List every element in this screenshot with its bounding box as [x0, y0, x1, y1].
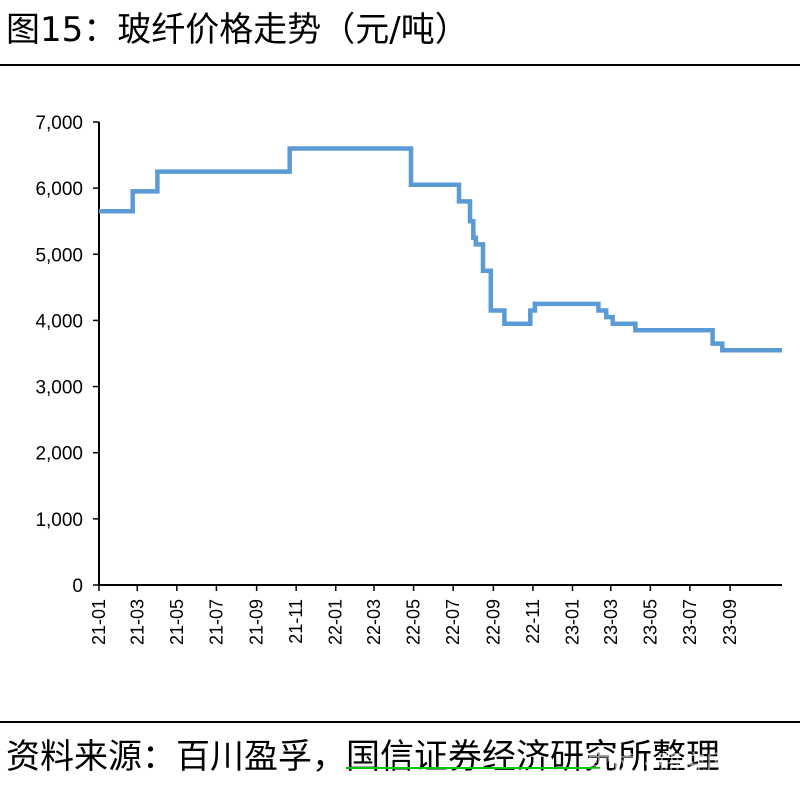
- y-tick-label: 6,000: [35, 179, 83, 200]
- x-tick-label: 22-05: [404, 599, 424, 645]
- x-tick-label: 21-07: [206, 599, 226, 645]
- y-tick-label: 0: [72, 576, 83, 597]
- top-rule: [0, 64, 800, 66]
- x-tick-label: 23-09: [720, 599, 740, 645]
- bottom-rule: [0, 721, 800, 723]
- x-tick-label: 21-01: [89, 599, 109, 645]
- figure-title: 图15：玻纤价格走势（元/吨）: [6, 10, 469, 50]
- x-tick-label: 22-07: [443, 599, 463, 645]
- x-tick-label: 21-03: [127, 599, 147, 645]
- source-note: 资料来源：百川盈孚，国信证券经济研究所整理: [6, 730, 720, 784]
- x-tick-label: 22-03: [364, 599, 384, 645]
- x-tick-label: 21-11: [286, 599, 306, 644]
- watermark: 雪球 · 研究所整理: [587, 750, 778, 778]
- source-org: 国信证券经济研究所整理: [346, 737, 720, 777]
- y-axis: 0 1,000 2,000 3,000 4,000 5,000 6,000 7,000: [35, 113, 100, 597]
- x-tick-label: 23-05: [640, 599, 660, 645]
- x-tick-label: 23-03: [601, 599, 621, 645]
- x-tick-label: 23-01: [562, 599, 582, 645]
- x-axis: 21-01 21-03 21-05 21-07 21-09 21-11 22-01 22-03…: [89, 584, 782, 645]
- y-tick-label: 1,000: [35, 510, 83, 531]
- source-prefix: 资料来源：百川盈孚，: [6, 737, 346, 777]
- y-tick-label: 7,000: [35, 113, 83, 134]
- x-tick-label: 22-11: [523, 599, 543, 644]
- y-tick-label: 5,000: [35, 245, 83, 266]
- series-layer: [99, 146, 782, 353]
- x-tick-label: 21-09: [247, 599, 267, 645]
- x-tick-label: 22-01: [326, 599, 346, 645]
- price-series-line: [99, 146, 782, 353]
- x-tick-label: 23-07: [680, 599, 700, 645]
- glass-fiber-price-chart: 0 1,000 2,000 3,000 4,000 5,000 6,000 7,000 21-…: [35, 113, 782, 645]
- y-tick-label: 4,000: [35, 311, 83, 332]
- y-tick-label: 2,000: [35, 444, 83, 465]
- x-tick-label: 22-09: [483, 599, 503, 645]
- x-tick-label: 21-05: [167, 599, 187, 645]
- y-tick-label: 3,000: [35, 378, 83, 399]
